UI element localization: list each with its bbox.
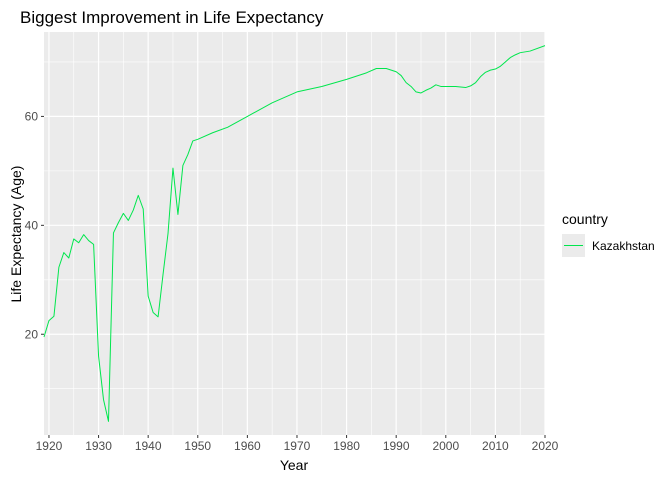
series-lines (43, 45, 546, 422)
x-tick-label: 2000 (432, 439, 459, 453)
x-tick-label: 1920 (36, 439, 63, 453)
x-tick-label: 1990 (383, 439, 410, 453)
y-tick-label: 20 (25, 327, 39, 341)
x-axis-title: Year (280, 457, 309, 473)
x-tick-label: 1960 (234, 439, 261, 453)
x-tick-label: 1980 (333, 439, 360, 453)
x-axis: 1920 1930 1940 1950 1960 1970 1980 1990 2000 2010… (36, 435, 559, 453)
x-tick-label: 2010 (482, 439, 509, 453)
x-tick-label: 1940 (135, 439, 162, 453)
x-tick-label: 2020 (532, 439, 559, 453)
legend-label: Kazakhstan (592, 239, 655, 253)
plot-panel (44, 32, 545, 435)
y-tick-label: 40 (25, 218, 39, 232)
legend: country Kazakhstan (562, 211, 655, 257)
x-tick-label: 1970 (284, 439, 311, 453)
y-axis-title: Life Expectancy (Age) (8, 166, 24, 303)
major-grid (44, 32, 546, 435)
minor-grid (44, 32, 545, 435)
series-line-kazakhstan (43, 45, 546, 422)
y-tick-label: 60 (25, 109, 39, 123)
legend-title: country (562, 211, 608, 227)
x-tick-label: 1950 (184, 439, 211, 453)
y-axis: 20 40 60 (25, 109, 44, 341)
chart-title: Biggest Improvement in Life Expectancy (20, 8, 324, 27)
x-tick-label: 1930 (85, 439, 112, 453)
